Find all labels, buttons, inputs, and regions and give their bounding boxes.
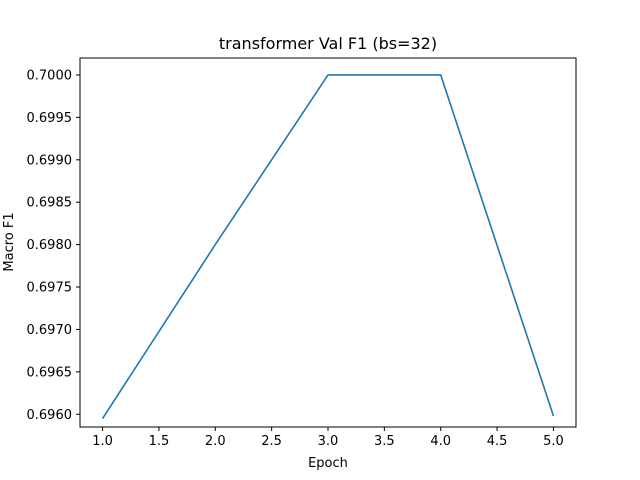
y-tick-label: 0.6970 [27, 323, 73, 338]
x-tick-label: 4.0 [430, 434, 451, 449]
y-tick-label: 0.6990 [27, 153, 73, 168]
y-tick-label: 0.6995 [27, 111, 73, 126]
x-tick-label: 2.0 [205, 434, 226, 449]
y-tick-label: 0.6960 [27, 408, 73, 423]
x-tick-label: 3.0 [318, 434, 339, 449]
y-axis: 0.6960 0.6965 0.6970 0.6975 0.6980 0.6985 0.69… [27, 68, 80, 423]
y-tick-label: 0.6965 [27, 365, 73, 380]
y-axis-label: Macro F1 [2, 212, 17, 271]
x-axis-label: Epoch [308, 456, 348, 471]
y-tick-label: 0.6975 [27, 281, 73, 296]
x-tick-label: 4.5 [487, 434, 508, 449]
x-tick-label: 1.5 [149, 434, 170, 449]
x-axis: 1.0 1.5 2.0 2.5 3.0 3.5 4.0 4.5 5.0 [92, 427, 564, 449]
x-tick-label: 2.5 [261, 434, 282, 449]
chart-title: transformer Val F1 (bs=32) [219, 34, 437, 53]
y-tick-label: 0.6980 [27, 238, 73, 253]
y-tick-label: 0.7000 [27, 68, 73, 83]
y-tick-label: 0.6985 [27, 196, 73, 211]
x-tick-label: 3.5 [374, 434, 395, 449]
x-tick-label: 1.0 [92, 434, 113, 449]
x-tick-label: 5.0 [543, 434, 564, 449]
plot-area [101, 74, 555, 419]
